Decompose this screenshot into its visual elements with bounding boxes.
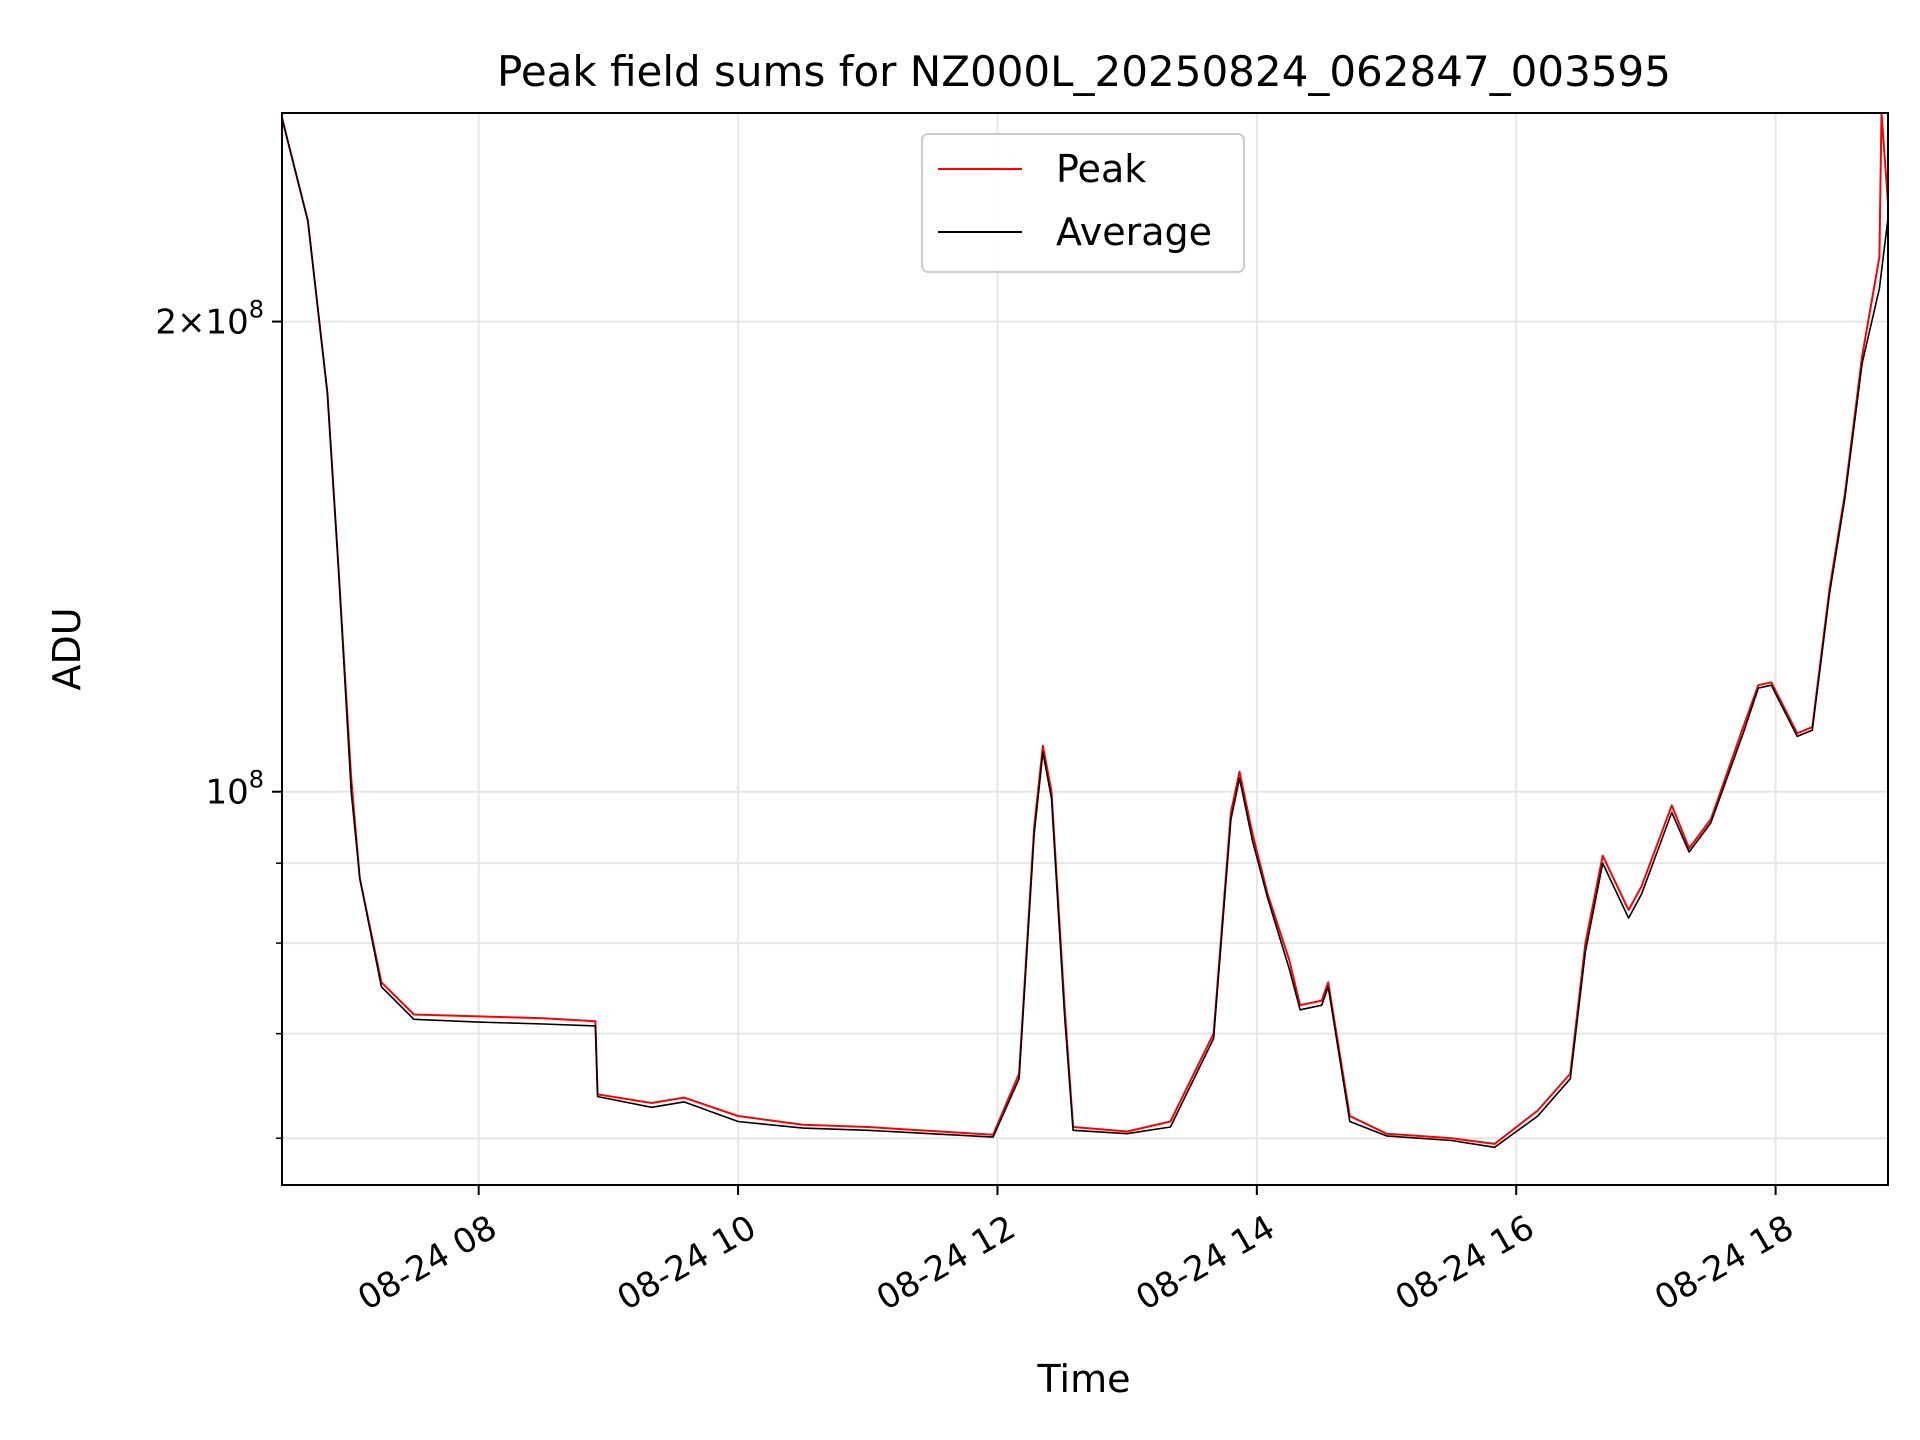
series-line-average	[281, 117, 1889, 1149]
legend-label-peak: Peak	[1056, 147, 1146, 191]
x-axis-label: Time	[1037, 1357, 1131, 1401]
plot-area	[281, 112, 1889, 1149]
grid	[282, 113, 1888, 1185]
axes-frame	[281, 112, 1889, 1186]
legend-label-average: Average	[1056, 210, 1212, 254]
series-line-peak	[281, 112, 1889, 1145]
legend: Peak Average	[921, 133, 1245, 273]
y-tick-label: 108	[205, 766, 264, 813]
y-axis-label: ADU	[45, 607, 89, 690]
y-tick-label: 2×108	[155, 296, 264, 343]
chart-title: Peak field sums for NZ000L_20250824_0628…	[497, 47, 1671, 96]
